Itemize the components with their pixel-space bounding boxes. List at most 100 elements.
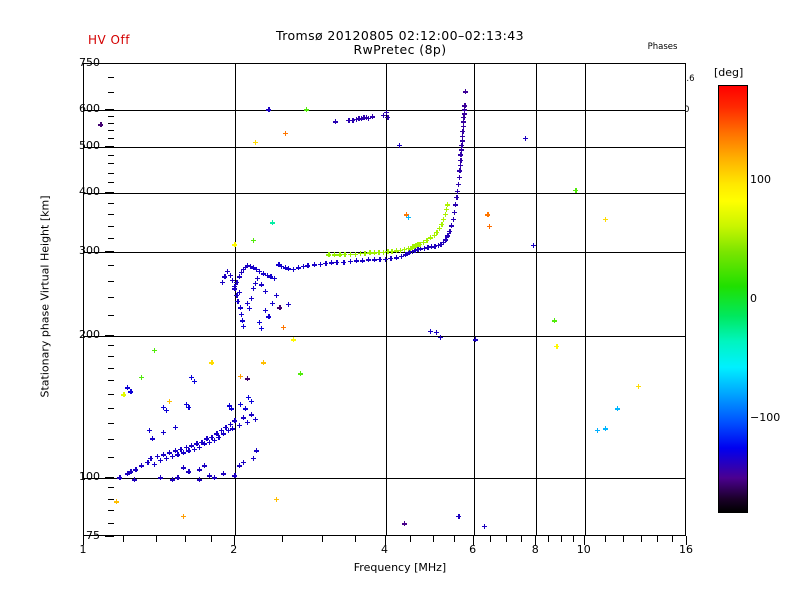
data-point xyxy=(435,242,441,248)
data-point xyxy=(432,243,438,249)
data-point xyxy=(434,229,440,235)
data-point xyxy=(458,157,464,163)
y-axis-minor-tick xyxy=(108,498,114,500)
x-axis-tick-label: 2 xyxy=(230,543,238,556)
y-axis-tick-label: 600 xyxy=(79,101,100,115)
x-axis-minor-tick xyxy=(572,536,574,542)
data-point xyxy=(356,116,362,122)
data-point xyxy=(279,263,285,269)
data-point xyxy=(224,269,230,275)
data-point xyxy=(160,452,166,458)
y-axis-minor-tick xyxy=(108,202,114,204)
y-axis-tick-label: 750 xyxy=(79,56,100,69)
y-axis-tick xyxy=(105,536,114,537)
data-point xyxy=(180,513,186,519)
y-axis-tick xyxy=(105,334,114,336)
data-point xyxy=(290,266,296,272)
y-axis-minor-tick xyxy=(108,154,114,156)
data-point xyxy=(331,252,337,258)
data-point xyxy=(401,521,407,527)
data-point xyxy=(253,448,259,454)
data-point xyxy=(178,446,184,452)
data-point xyxy=(216,434,222,440)
data-point xyxy=(458,152,464,158)
data-point xyxy=(189,375,195,381)
x-axis-tick-label: 8 xyxy=(531,543,539,556)
data-point xyxy=(333,119,339,125)
x-axis-minor-tick xyxy=(433,536,435,542)
data-point xyxy=(635,384,641,390)
data-point xyxy=(169,453,175,459)
grid-line-horizontal xyxy=(84,147,685,149)
data-point xyxy=(248,295,254,301)
data-point xyxy=(440,216,446,222)
phase-stats-heading: Phases xyxy=(647,42,678,52)
data-point xyxy=(236,289,242,295)
x-axis-minor-tick xyxy=(185,536,187,542)
x-axis-tick xyxy=(535,536,537,545)
data-point xyxy=(183,401,189,407)
data-point xyxy=(221,471,227,477)
data-point xyxy=(337,252,343,258)
data-point xyxy=(226,403,232,409)
data-point xyxy=(603,426,608,432)
data-point xyxy=(456,513,462,519)
x-axis-minor-tick xyxy=(282,536,284,542)
data-point xyxy=(252,139,258,145)
data-point xyxy=(148,455,154,461)
data-point xyxy=(311,262,317,268)
data-point xyxy=(246,306,252,312)
y-axis-minor-tick xyxy=(108,423,114,424)
data-point xyxy=(443,237,449,243)
data-point xyxy=(405,214,411,220)
data-point xyxy=(172,424,178,430)
data-point xyxy=(166,450,172,456)
data-point xyxy=(237,305,243,311)
data-point xyxy=(204,436,210,442)
data-point xyxy=(371,257,377,263)
data-point xyxy=(262,288,268,294)
data-point xyxy=(222,274,228,280)
x-axis-minor-tick xyxy=(490,536,492,542)
data-point xyxy=(201,441,207,447)
x-axis-minor-tick xyxy=(453,536,455,542)
data-point xyxy=(227,272,233,278)
data-point xyxy=(236,463,242,469)
data-point xyxy=(440,239,446,245)
data-point xyxy=(300,263,306,269)
data-point xyxy=(461,111,467,117)
data-point xyxy=(443,206,449,212)
data-point xyxy=(402,252,408,258)
grid-line-horizontal xyxy=(84,335,685,337)
y-axis-minor-tick xyxy=(108,123,114,124)
data-point xyxy=(326,252,332,258)
data-point xyxy=(124,471,130,477)
data-point xyxy=(282,265,288,271)
data-point xyxy=(219,279,225,285)
grid-line-vertical xyxy=(536,64,538,535)
data-point xyxy=(160,429,166,435)
data-point xyxy=(280,324,286,330)
data-point xyxy=(248,412,254,418)
data-point xyxy=(163,407,169,413)
data-point xyxy=(403,212,409,218)
data-point xyxy=(407,246,413,252)
data-point xyxy=(247,263,253,269)
data-point xyxy=(418,246,424,252)
data-point xyxy=(334,259,340,265)
data-point xyxy=(191,446,197,452)
data-point xyxy=(413,242,419,248)
y-axis-tick xyxy=(105,108,114,110)
grid-line-horizontal xyxy=(84,193,685,195)
data-point xyxy=(236,274,242,280)
data-point xyxy=(145,459,151,465)
data-point xyxy=(196,467,202,473)
y-axis-minor-tick xyxy=(108,297,114,299)
data-point xyxy=(290,337,296,343)
data-point xyxy=(282,130,288,136)
data-point xyxy=(369,114,375,120)
y-axis-minor-tick xyxy=(108,115,114,117)
data-point xyxy=(462,103,468,109)
y-axis-tick-label: 75 xyxy=(86,529,100,542)
data-point xyxy=(428,328,434,334)
